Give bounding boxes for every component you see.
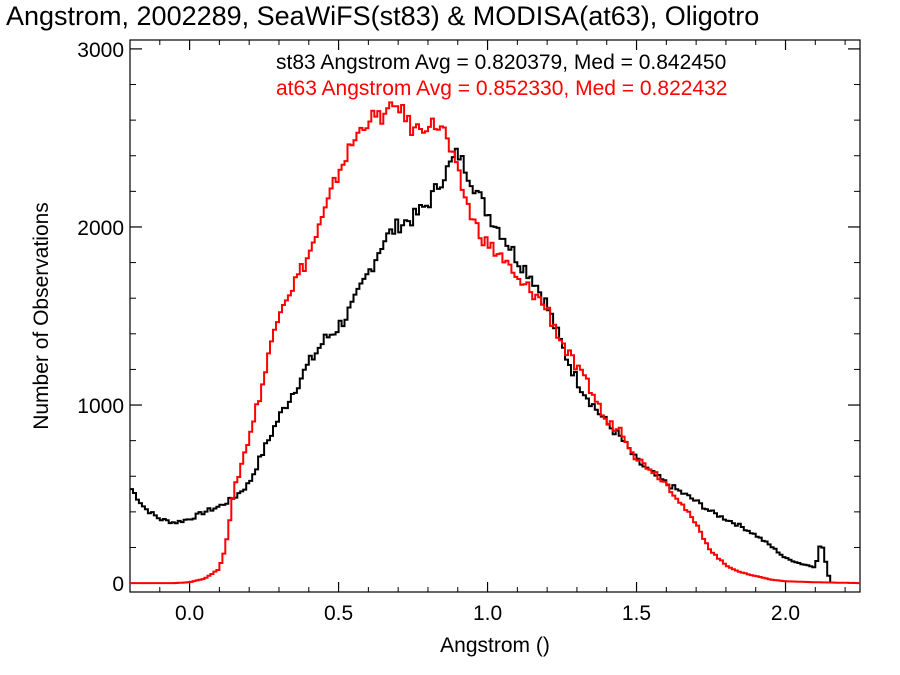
plot-frame bbox=[129, 39, 861, 593]
legend-entry-at63: at63 Angstrom Avg = 0.852330, Med = 0.82… bbox=[276, 77, 727, 100]
x-tick-label: 2.0 bbox=[771, 602, 800, 625]
y-tick-label: 2000 bbox=[77, 217, 124, 240]
series-line-st83 bbox=[130, 147, 832, 584]
axis-ticks bbox=[130, 40, 860, 592]
legend-entry-st83: st83 Angstrom Avg = 0.820379, Med = 0.84… bbox=[276, 51, 726, 74]
series-line-at63 bbox=[130, 101, 860, 585]
y-tick-labels: 0 1000 2000 3000 bbox=[77, 39, 124, 596]
chart-title: Angstrom, 2002289, SeaWiFS(st83) & MODIS… bbox=[6, 1, 759, 31]
y-tick-label: 3000 bbox=[77, 39, 124, 62]
y-axis-label: Number of Observations bbox=[30, 202, 53, 430]
x-tick-labels: 0.0 0.5 1.0 1.5 2.0 bbox=[175, 602, 800, 625]
x-tick-label: 0.5 bbox=[324, 602, 353, 625]
x-axis-label: Angstrom () bbox=[440, 634, 550, 657]
x-tick-label: 1.0 bbox=[473, 602, 502, 625]
x-tick-label: 0.0 bbox=[175, 602, 204, 625]
series-lines bbox=[130, 101, 860, 585]
x-tick-label: 1.5 bbox=[622, 602, 651, 625]
y-tick-label: 0 bbox=[112, 573, 124, 596]
y-tick-label: 1000 bbox=[77, 395, 124, 418]
